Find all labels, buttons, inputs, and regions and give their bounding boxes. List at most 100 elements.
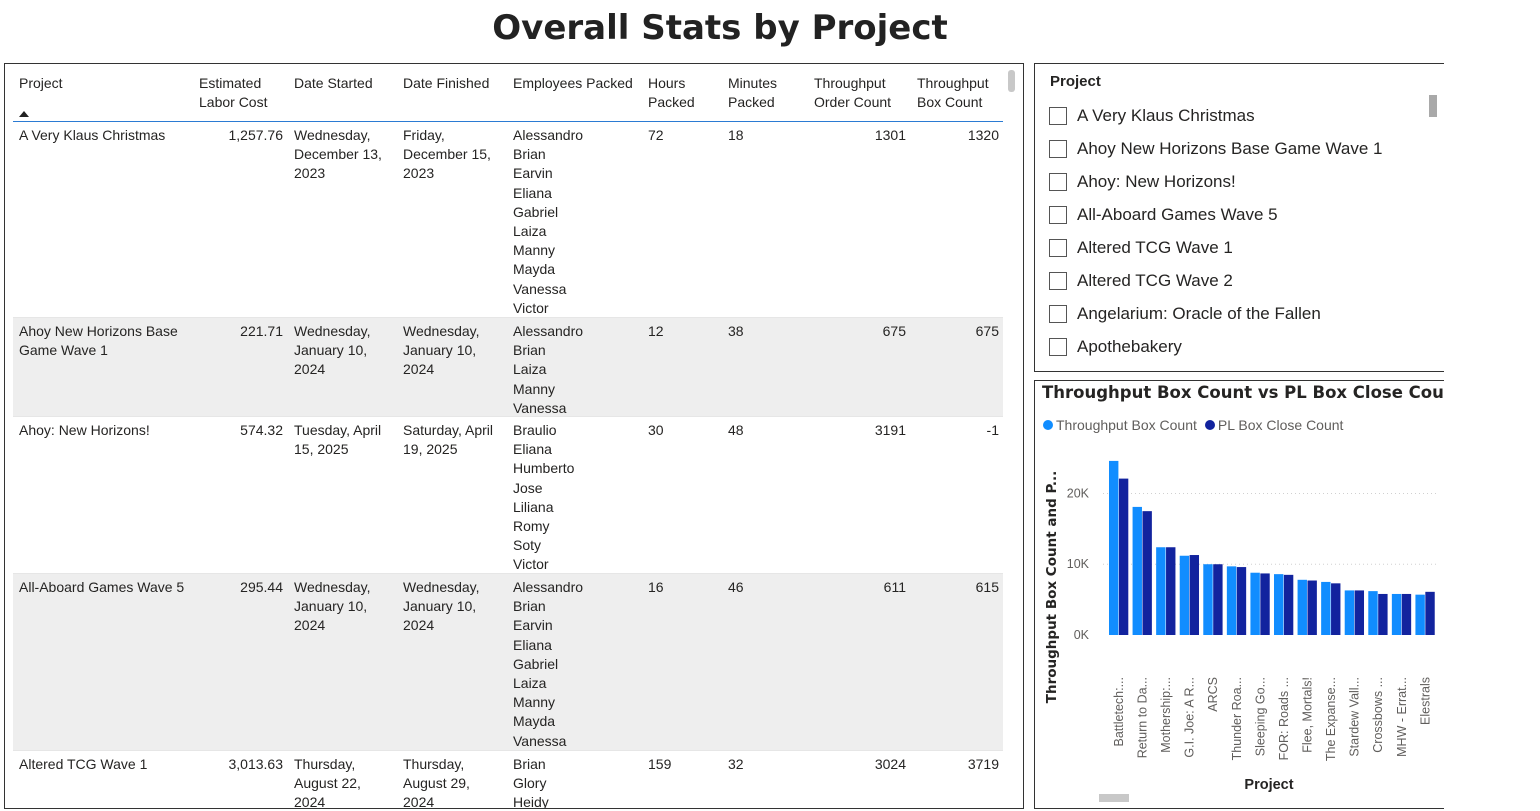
- bar[interactable]: [1391, 593, 1402, 635]
- legend-item-pl-box-close-count[interactable]: PL Box Close Count: [1204, 417, 1343, 433]
- table-scroll-thumb[interactable]: [1008, 70, 1015, 92]
- bar[interactable]: [1250, 572, 1260, 635]
- cell-estimated-labor-cost: 3,013.63: [228, 756, 284, 772]
- slicer-item[interactable]: Ahoy New Horizons Base Game Wave 1: [1049, 133, 1419, 166]
- employee-name: Brian: [513, 756, 546, 772]
- column-header-date-finished[interactable]: Date Finished: [403, 75, 490, 91]
- cell-hours-packed: 30: [648, 422, 664, 438]
- legend-item-throughput-box-count[interactable]: Throughput Box Count: [1043, 417, 1197, 433]
- cell-minutes-packed: 38: [728, 323, 744, 339]
- column-header-estimated-labor-cost[interactable]: Estimated Labor Cost: [199, 75, 268, 110]
- employee-name: Earvin: [513, 165, 553, 182]
- employee-name: Alessandro: [513, 579, 584, 595]
- slicer-item-label: Altered TCG Wave 1: [1077, 238, 1233, 257]
- bar[interactable]: [1203, 564, 1213, 635]
- bar[interactable]: [1189, 555, 1200, 635]
- checkbox-icon[interactable]: [1049, 206, 1067, 225]
- bar[interactable]: [1236, 567, 1247, 635]
- bar[interactable]: [1344, 590, 1355, 635]
- employee-name: Vanessa: [513, 280, 567, 297]
- cell-estimated-labor-cost: 295.44: [240, 579, 283, 595]
- table-vertical-scrollbar[interactable]: [1008, 70, 1015, 800]
- bar[interactable]: [1226, 566, 1237, 635]
- bar[interactable]: [1260, 573, 1270, 635]
- bar[interactable]: [1401, 593, 1412, 635]
- chart-horizontal-scroll-thumb[interactable]: [1099, 794, 1129, 802]
- table-row[interactable]: A Very Klaus Christmas 1,257.76 Wednesday,…: [13, 122, 1003, 318]
- bar[interactable]: [1331, 583, 1341, 635]
- bar[interactable]: [1368, 591, 1378, 635]
- column-header-date-started[interactable]: Date Started: [294, 75, 373, 91]
- project-stats-table: Project Estimated Labor Cost Date Starte…: [4, 63, 1024, 809]
- page-title: Overall Stats by Project: [492, 8, 948, 48]
- cell-date-started: Thursday, August 22, 2024: [294, 756, 361, 809]
- column-header-minutes-packed[interactable]: Minutes Packed: [728, 75, 778, 110]
- bar[interactable]: [1283, 574, 1294, 635]
- slicer-item[interactable]: Apothebakery: [1049, 330, 1419, 363]
- cell-estimated-labor-cost: 221.71: [240, 323, 283, 339]
- slicer-item[interactable]: Ahoy: New Horizons!: [1049, 166, 1419, 199]
- cell-date-finished: Friday, December 15, 2023: [403, 127, 491, 182]
- checkbox-icon[interactable]: [1049, 140, 1067, 159]
- sort-ascending-icon[interactable]: [19, 111, 29, 117]
- checkbox-icon[interactable]: [1049, 173, 1067, 192]
- checkbox-icon[interactable]: [1049, 271, 1067, 290]
- employee-name: Brian: [513, 342, 546, 359]
- table-row[interactable]: Ahoy: New Horizons! 574.32 Tuesday, April …: [13, 417, 1003, 574]
- bar[interactable]: [1213, 564, 1223, 635]
- x-tick-label: Battletech:...: [1112, 677, 1126, 746]
- table-row[interactable]: All-Aboard Games Wave 5 295.44 Wednesday, …: [13, 574, 1003, 751]
- bar[interactable]: [1179, 555, 1190, 635]
- checkbox-icon[interactable]: [1049, 337, 1067, 356]
- cell-estimated-labor-cost: 574.32: [240, 422, 283, 438]
- bar[interactable]: [1118, 478, 1129, 635]
- bar[interactable]: [1142, 511, 1152, 635]
- legend-dot-icon: [1204, 420, 1215, 430]
- column-header-throughput-order-count[interactable]: Throughput Order Count: [814, 75, 892, 110]
- cell-hours-packed: 72: [648, 127, 664, 143]
- bar[interactable]: [1378, 593, 1388, 635]
- employee-name: Eliana: [513, 184, 552, 201]
- slicer-scroll-thumb[interactable]: [1429, 95, 1437, 117]
- bar[interactable]: [1415, 594, 1425, 635]
- x-tick-label: Elestrals: [1418, 677, 1432, 725]
- checkbox-icon[interactable]: [1049, 239, 1067, 257]
- slicer-item-label: Ahoy New Horizons Base Game Wave 1: [1077, 139, 1383, 159]
- slicer-item-label: Altered TCG Wave 2: [1077, 270, 1233, 290]
- slicer-item[interactable]: A Very Klaus Christmas: [1049, 100, 1419, 133]
- bar[interactable]: [1132, 506, 1142, 635]
- employee-name: Vanessa: [513, 399, 567, 416]
- bar[interactable]: [1166, 547, 1176, 635]
- column-header-throughput-box-count[interactable]: Throughput Box Count: [917, 75, 989, 110]
- bar[interactable]: [1321, 581, 1331, 635]
- bar[interactable]: [1354, 590, 1365, 635]
- table-row[interactable]: Altered TCG Wave 1 3,013.63 Thursday, Augu…: [13, 751, 1003, 809]
- slicer-item[interactable]: Altered TCG Wave 1: [1049, 232, 1419, 265]
- slicer-item[interactable]: Angelarium: Oracle of the Fallen: [1049, 297, 1419, 330]
- cell-minutes-packed: 48: [728, 422, 744, 438]
- chart-legend: Throughput Box Count PL Box Close Count: [1043, 417, 1351, 433]
- slicer-item[interactable]: All-Aboard Games Wave 5: [1049, 199, 1419, 232]
- bar[interactable]: [1297, 579, 1307, 635]
- column-header-hours-packed[interactable]: Hours Packed: [648, 75, 695, 110]
- employee-name: Brian: [513, 146, 546, 163]
- employee-name: Alessandro: [513, 323, 584, 339]
- bar[interactable]: [1425, 591, 1435, 635]
- bar[interactable]: [1274, 574, 1284, 635]
- table-row[interactable]: Ahoy New Horizons Base Game Wave 1 221.71…: [13, 318, 1003, 417]
- table-header: Project Estimated Labor Cost Date Starte…: [13, 68, 1003, 122]
- cell-hours-packed: 16: [648, 579, 664, 595]
- column-header-project[interactable]: Project: [19, 75, 63, 91]
- bar[interactable]: [1156, 547, 1166, 635]
- cell-date-finished: Wednesday, January 10, 2024: [403, 323, 480, 378]
- bar[interactable]: [1109, 460, 1119, 635]
- cell-date-finished: Thursday, August 29, 2024: [403, 756, 470, 809]
- checkbox-icon[interactable]: [1049, 107, 1067, 126]
- cell-throughput-box-count: 675: [975, 323, 999, 339]
- checkbox-icon[interactable]: [1049, 304, 1067, 323]
- cell-date-finished: Wednesday, January 10, 2024: [403, 579, 480, 634]
- slicer-item[interactable]: Altered TCG Wave 2: [1049, 264, 1419, 297]
- employee-name: Manny: [513, 380, 556, 397]
- bar[interactable]: [1307, 580, 1317, 635]
- column-header-employees-packed[interactable]: Employees Packed: [513, 75, 633, 91]
